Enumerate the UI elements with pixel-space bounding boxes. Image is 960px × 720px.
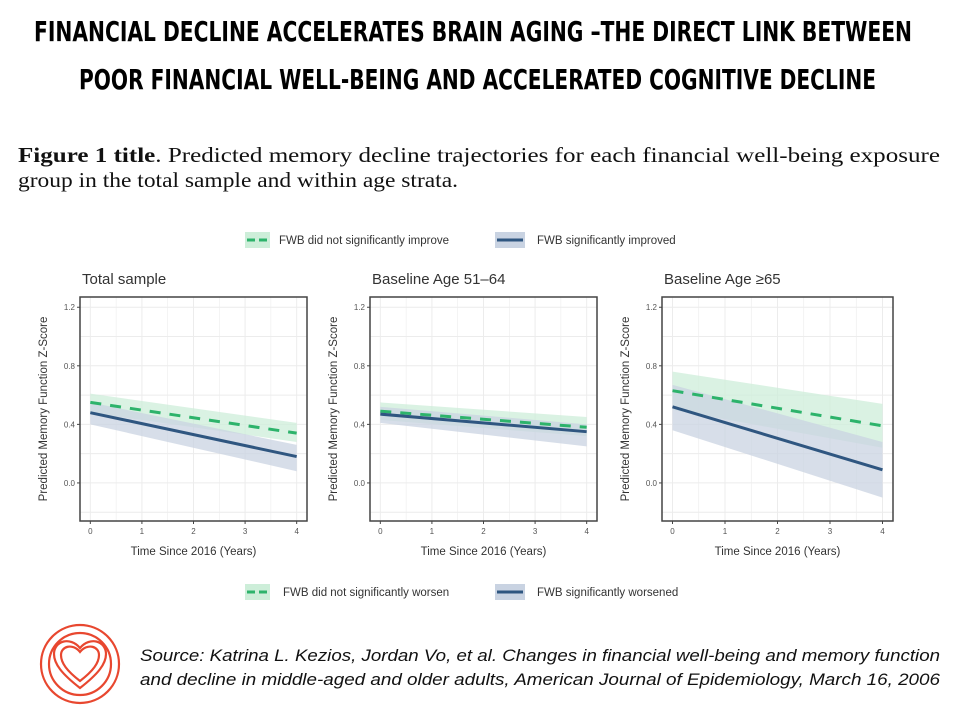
legend-top: FWB did not significantly improve FWB si… bbox=[245, 232, 676, 248]
legend-swatch-green-band bbox=[245, 232, 270, 248]
slide-title-line-2: POOR FINANCIAL WELL-BEING AND ACCELERATE… bbox=[79, 63, 876, 96]
legend-label-not-worsen: FWB did not significantly worsen bbox=[283, 587, 449, 599]
series-line-green bbox=[90, 400, 297, 435]
y-tick-label: 0.4 bbox=[64, 420, 76, 429]
chart-panel: 0 1 2 3 4 0.0 0.4 0.8 1.2 Baseline Age ≥65 Time Si… bbox=[620, 271, 894, 558]
panel-title: Total sample bbox=[82, 271, 166, 288]
y-tick-label: 0.8 bbox=[354, 362, 366, 371]
x-tick-label: 4 bbox=[880, 527, 885, 536]
x-tick-label: 3 bbox=[243, 527, 248, 536]
x-tick-label: 2 bbox=[481, 527, 486, 536]
y-tick-label: 1.2 bbox=[646, 303, 658, 312]
x-tick-label: 4 bbox=[294, 527, 299, 536]
y-tick-label: 0.0 bbox=[64, 479, 76, 488]
x-tick-label: 0 bbox=[670, 527, 675, 536]
chart-panel: 0 1 2 3 4 0.0 0.4 0.8 1.2 Total sample Time Since … bbox=[38, 271, 308, 558]
x-tick-label: 3 bbox=[828, 527, 833, 536]
y-tick-label: 1.2 bbox=[354, 303, 366, 312]
y-tick-label: 0.0 bbox=[646, 479, 658, 488]
legend-label-not-improve: FWB did not significantly improve bbox=[279, 235, 449, 247]
panel-title: Baseline Age 51–64 bbox=[372, 271, 505, 288]
x-tick-label: 1 bbox=[723, 527, 728, 536]
legend-swatch-green-band bbox=[245, 584, 270, 600]
x-tick-label: 2 bbox=[775, 527, 780, 536]
series-line-blue bbox=[90, 411, 297, 459]
concentric-heart-icon bbox=[39, 623, 121, 705]
legend-label-worsened: FWB significantly worsened bbox=[537, 587, 678, 599]
y-axis-label: Predicted Memory Function Z-Score bbox=[328, 317, 340, 502]
series-line-green bbox=[672, 389, 883, 428]
legend-bottom: FWB did not significantly worsen FWB sig… bbox=[245, 584, 678, 600]
y-tick-label: 0.4 bbox=[646, 420, 658, 429]
x-tick-label: 2 bbox=[191, 527, 196, 536]
x-tick-label: 4 bbox=[584, 527, 589, 536]
y-tick-label: 1.2 bbox=[64, 303, 76, 312]
figure-caption-text: . Predicted memory decline trajectories … bbox=[155, 143, 940, 167]
y-tick-label: 0.8 bbox=[64, 362, 76, 371]
chart-panels: 0 1 2 3 4 0.0 0.4 0.8 1.2 Total sample Time Since … bbox=[38, 271, 894, 558]
figure-caption-line-2: group in the total sample and within age… bbox=[18, 168, 458, 192]
y-tick-label: 0.4 bbox=[354, 420, 366, 429]
x-tick-label: 1 bbox=[430, 527, 435, 536]
confidence-band-blue bbox=[90, 402, 297, 472]
y-tick-label: 0.8 bbox=[646, 362, 658, 371]
x-tick-label: 1 bbox=[140, 527, 145, 536]
confidence-band-blue bbox=[672, 384, 883, 498]
source-line-1: Source: Katrina L. Kezios, Jordan Vo, et… bbox=[140, 647, 940, 665]
y-axis-label: Predicted Memory Function Z-Score bbox=[38, 317, 50, 502]
series-line-blue bbox=[380, 412, 587, 434]
chart-panel: 0 1 2 3 4 0.0 0.4 0.8 1.2 Baseline Age 51–64 Time … bbox=[328, 271, 598, 558]
x-tick-label: 0 bbox=[88, 527, 93, 536]
series-line-green bbox=[380, 409, 587, 429]
x-axis-label: Time Since 2016 (Years) bbox=[421, 546, 547, 558]
figure-caption-label: Figure 1 title bbox=[18, 143, 155, 167]
legend-label-improved: FWB significantly improved bbox=[537, 235, 676, 247]
x-tick-label: 3 bbox=[533, 527, 538, 536]
source-line-2: and decline in middle-aged and older adu… bbox=[140, 671, 941, 689]
y-tick-label: 0.0 bbox=[354, 479, 366, 488]
slide-title-line-1: FINANCIAL DECLINE ACCELERATES BRAIN AGIN… bbox=[34, 15, 912, 48]
x-axis-label: Time Since 2016 (Years) bbox=[131, 546, 257, 558]
x-axis-label: Time Since 2016 (Years) bbox=[715, 546, 841, 558]
x-tick-label: 0 bbox=[378, 527, 383, 536]
y-axis-label: Predicted Memory Function Z-Score bbox=[620, 317, 632, 502]
confidence-band-blue bbox=[380, 406, 587, 447]
series-line-blue bbox=[672, 405, 883, 472]
panel-title: Baseline Age ≥65 bbox=[664, 271, 781, 288]
figure-caption-line-1: Figure 1 title. Predicted memory decline… bbox=[18, 143, 940, 167]
